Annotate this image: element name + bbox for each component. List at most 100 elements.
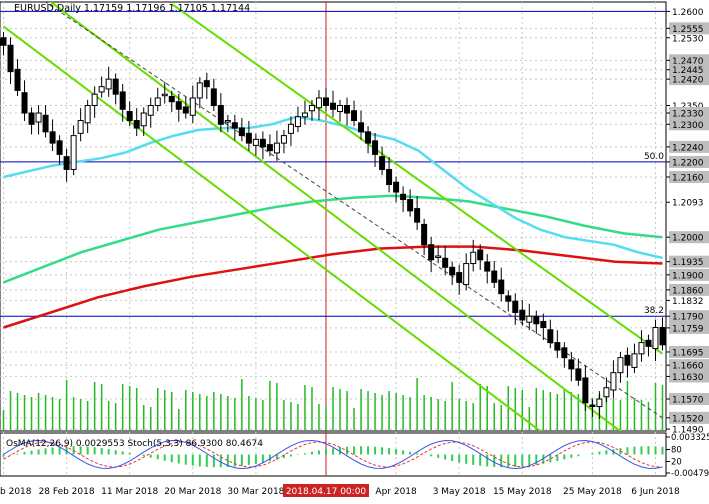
candle-body: [42, 114, 49, 133]
candle-body: [540, 320, 547, 329]
x-tick-label: 30 Mar 2018: [227, 487, 284, 497]
y-tick-label-bg: [669, 283, 709, 296]
candle-body: [407, 199, 414, 212]
candle-body: [386, 168, 393, 186]
candle-body: [393, 181, 400, 193]
y-tick-label-bg: [669, 22, 709, 35]
y-tick-label-bg: [669, 73, 709, 86]
y-tick-label-bg: [669, 140, 709, 153]
y-tick-label: 1.1490: [672, 426, 704, 436]
x-tick-label: 15 May 2018: [493, 487, 552, 497]
x-tick-label: 20 Mar 2018: [164, 487, 221, 497]
candle-body: [652, 327, 659, 350]
y-tick-label: 1.1790: [672, 313, 704, 323]
y-tick-label-bg: [669, 268, 709, 281]
y-tick-label: 1.1832: [672, 297, 704, 307]
candle-body: [245, 132, 252, 144]
candle-body: [561, 347, 568, 359]
candle-body: [554, 342, 561, 351]
candle-body: [519, 309, 526, 321]
candle-body: [294, 116, 301, 128]
candle-body: [645, 339, 652, 347]
stochastic-main-line: [3, 439, 663, 470]
x-tick-label: 2018.04.17 00:00: [286, 487, 367, 497]
candle-body: [526, 315, 533, 323]
candle-body: [322, 97, 329, 106]
y-tick-label: 1.2093: [672, 199, 704, 209]
y-tick-label-bg: [669, 63, 709, 76]
candle-body: [140, 112, 147, 127]
y-tick-label-bg: [669, 170, 709, 183]
moving-average-fast: [3, 115, 663, 260]
candle-body: [477, 249, 484, 261]
candle-body: [7, 44, 14, 73]
indicator-scale-label: 80: [671, 446, 682, 456]
candle-body: [98, 86, 105, 93]
candle-body: [449, 266, 456, 276]
candle-body: [582, 377, 589, 404]
y-tick-label: 1.1900: [672, 271, 704, 281]
y-tick-label: 1.2420: [672, 76, 704, 86]
regression-channel-line: [171, 3, 664, 355]
candle-body: [154, 97, 161, 106]
y-tick-label: 1.1935: [672, 258, 704, 268]
candle-body: [315, 97, 322, 109]
x-tick-label: 25 May 2018: [563, 487, 622, 497]
y-tick-label: 1.1860: [672, 286, 704, 296]
candle-body: [126, 111, 133, 122]
y-tick-label-bg: [669, 411, 709, 424]
y-tick-label-bg: [669, 155, 709, 168]
y-tick-label: 1.2350: [672, 102, 704, 112]
candle-body: [84, 104, 91, 124]
candle-body: [638, 342, 645, 355]
candle-body: [512, 300, 519, 313]
candle-body: [631, 353, 638, 368]
candle-body: [358, 122, 365, 133]
candle-body: [470, 251, 477, 265]
main-plot-frame: [0, 1, 667, 432]
candle-body: [624, 354, 631, 366]
candle-body: [273, 142, 280, 154]
moving-average-slow: [3, 245, 663, 329]
candle-body: [617, 357, 624, 374]
candle-body: [133, 120, 140, 129]
y-tick-label: 1.2200: [672, 158, 704, 168]
y-tick-label-bg: [669, 231, 709, 244]
x-tick-label: 28 Feb 2018: [39, 487, 95, 497]
candle-body: [344, 104, 351, 114]
y-tick-label: 1.2240: [672, 143, 704, 153]
y-tick-label: 1.1695: [672, 348, 704, 358]
indicator-scale-label: 0.003325: [671, 433, 709, 443]
candle-body: [337, 104, 344, 113]
y-tick-label: 1.1660: [672, 362, 704, 372]
candle-body: [70, 135, 77, 170]
candle-body: [168, 95, 175, 103]
candle-body: [287, 123, 294, 134]
y-tick-label-bg: [669, 321, 709, 334]
y-tick-label: 1.2530: [672, 34, 704, 44]
candle-body: [428, 244, 435, 261]
fibo-level-label: 50.0: [644, 152, 664, 162]
y-tick-label-bg: [669, 255, 709, 268]
y-tick-label-bg: [669, 118, 709, 131]
candle-body: [400, 193, 407, 201]
x-tick-label-bg: [282, 484, 369, 497]
fibo-level-label: 38.2: [644, 306, 664, 316]
candle-body: [231, 122, 238, 129]
candle-body: [77, 120, 84, 134]
candle-body: [330, 102, 336, 110]
candle-body: [105, 78, 112, 90]
candle-body: [63, 156, 70, 170]
candle-body: [35, 112, 42, 123]
x-tick-label: 3 May 2018: [433, 487, 486, 497]
candle-body: [421, 223, 428, 246]
candle-body: [182, 106, 189, 114]
y-tick-label-bg: [669, 393, 709, 406]
candle-body: [21, 92, 28, 114]
candle-body: [505, 295, 512, 302]
y-tick-label: 1.2300: [672, 121, 704, 131]
candle-body: [372, 140, 379, 155]
candle-body: [14, 68, 21, 91]
candle-body: [28, 112, 35, 125]
